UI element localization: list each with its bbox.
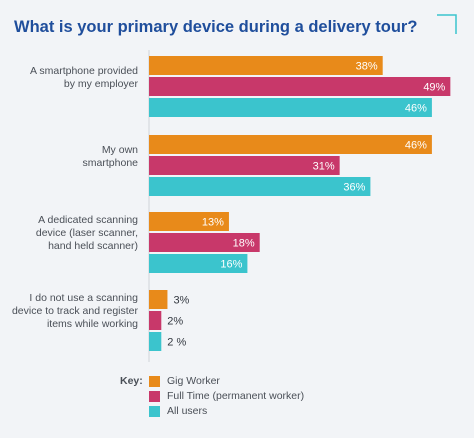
bar-3-all-users [149, 254, 248, 273]
corner-bracket-decoration [437, 14, 457, 34]
bar-value-label: 2% [167, 316, 183, 328]
legend-swatch [149, 375, 160, 387]
category-label-line: A dedicated scanning [38, 214, 138, 226]
bar-1-full-time-permanent-worker [149, 77, 451, 96]
legend-item: Gig Worker [149, 375, 220, 387]
bar-4-gig-worker [149, 290, 168, 309]
bar-2-gig-worker [149, 135, 432, 154]
category-label-line: hand held scanner) [48, 240, 138, 252]
legend-label: Full Time (permanent worker) [167, 390, 305, 402]
category-label-line: smartphone [82, 156, 138, 169]
category-label: A smartphone provided by my employer [30, 65, 138, 91]
bar-value-label: 18% [233, 238, 255, 250]
bar-4-full-time-permanent-worker [149, 311, 162, 330]
legend-item: All users [149, 405, 207, 417]
legend-item: Full Time (permanent worker) [149, 390, 304, 402]
bar-value-label: 38% [356, 61, 378, 73]
bar-value-label: 49% [423, 82, 445, 94]
bar-2-all-users [149, 177, 371, 196]
category-label-line: device (laser scanner, [35, 227, 138, 239]
bar-value-label: 16% [220, 259, 242, 271]
category-label: I do not use a scanning device to track a… [12, 292, 138, 331]
bar-value-label: 46% [405, 140, 427, 152]
bar-4-all-users [149, 332, 162, 351]
chart-title: What is your primary device during a del… [14, 18, 418, 36]
bar-value-label: 31% [313, 161, 335, 173]
bar-3-gig-worker [149, 212, 229, 231]
category-label-line: items while working [46, 318, 138, 330]
category-label-line: by my employer [63, 77, 138, 90]
category-label-line: My own [101, 143, 138, 156]
legend-label: All users [167, 405, 208, 417]
category-label: A dedicated scanning device (laser scanne… [36, 214, 138, 253]
legend-swatch [149, 390, 160, 402]
bar-value-label: 2 % [167, 337, 186, 349]
bar-3-full-time-permanent-worker [149, 233, 260, 252]
legend-label: Gig Worker [167, 375, 220, 387]
bar-value-label: 36% [343, 182, 365, 194]
category-label-line: A smartphone provided [30, 64, 138, 77]
bar-2-full-time-permanent-worker [149, 156, 340, 175]
legend-swatch [149, 405, 160, 417]
category-label: My own smartphone [83, 144, 138, 170]
bar-1-all-users [149, 98, 432, 117]
bar-value-label: 13% [202, 217, 224, 229]
category-label-line: device to track and register [11, 305, 138, 317]
bar-value-label: 3% [173, 295, 189, 307]
bar-value-label: 46% [405, 103, 427, 115]
legend-title: Key: [120, 375, 143, 387]
bar-1-gig-worker [149, 56, 383, 75]
category-label-line: I do not use a scanning [29, 292, 138, 304]
